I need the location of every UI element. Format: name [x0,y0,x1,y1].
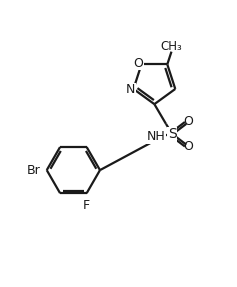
Text: O: O [184,115,194,129]
Text: O: O [184,140,194,153]
Text: F: F [83,199,90,212]
Text: Br: Br [27,164,41,177]
Text: O: O [133,57,143,70]
Text: N: N [126,83,135,96]
Text: CH₃: CH₃ [161,40,182,53]
Text: NH: NH [147,130,166,143]
Text: S: S [168,127,177,141]
